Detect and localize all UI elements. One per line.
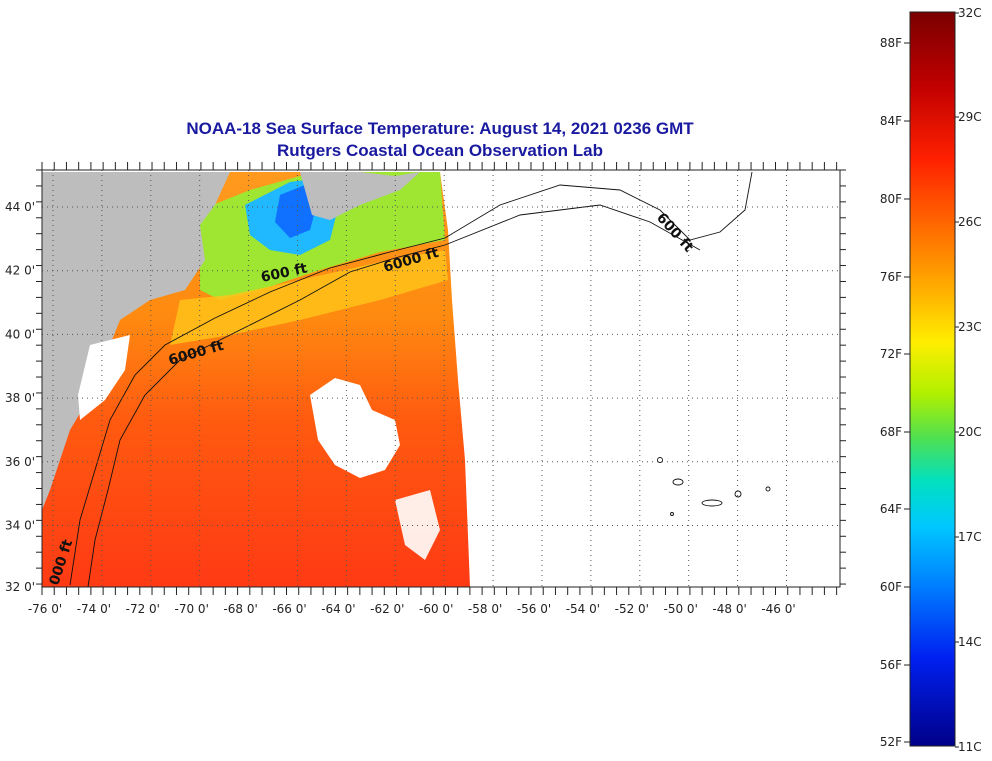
colorbar-label-c: 23C bbox=[958, 320, 982, 334]
colorbar-label-f: 76F bbox=[880, 270, 902, 284]
latitude-tick-labels: 44 0' 42 0' 40 0' 38 0' 36 0' 34 0' 32 0' bbox=[5, 200, 35, 594]
latitude-tick-label: 38 0' bbox=[5, 391, 35, 405]
longitude-tick-label: -68 0' bbox=[223, 602, 257, 616]
map-border bbox=[41, 169, 841, 588]
colorbar-label-c: 26C bbox=[958, 215, 982, 229]
land-north-america bbox=[42, 172, 230, 510]
latitude-tick-label: 44 0' bbox=[5, 200, 35, 214]
title-line-1: NOAA-18 Sea Surface Temperature: August … bbox=[186, 119, 694, 138]
longitude-tick-label: -70 0' bbox=[175, 602, 209, 616]
longitude-tick-label: -58 0' bbox=[468, 602, 502, 616]
map-title: NOAA-18 Sea Surface Temperature: August … bbox=[40, 118, 840, 162]
longitude-tick-label: -52 0' bbox=[615, 602, 649, 616]
colorbar-fahrenheit-labels: 88F 84F 80F 76F 72F 68F 64F 60F 56F 52F bbox=[880, 36, 910, 749]
colorbar-label-c: 14C bbox=[958, 635, 982, 649]
longitude-tick-label: -48 0' bbox=[712, 602, 746, 616]
colorbar-label-f: 68F bbox=[880, 425, 902, 439]
longitude-tick-label: -46 0' bbox=[761, 602, 795, 616]
seamount-contour bbox=[672, 478, 684, 486]
frame-ticks bbox=[36, 162, 846, 595]
longitude-tick-label: -76 0' bbox=[28, 602, 62, 616]
longitude-tick-label: -54 0' bbox=[566, 602, 600, 616]
cloud-region-chesapeake bbox=[78, 335, 130, 420]
latitude-tick-label: 32 0' bbox=[5, 580, 35, 594]
longitude-tick-label: -56 0' bbox=[517, 602, 551, 616]
colorbar-label-c: 20C bbox=[958, 425, 982, 439]
colorbar-label-f: 60F bbox=[880, 580, 902, 594]
longitude-tick-label: -62 0' bbox=[370, 602, 404, 616]
seamount-contour bbox=[701, 499, 723, 507]
seamount-contour bbox=[765, 486, 771, 492]
colorbar-label-f: 56F bbox=[880, 658, 902, 672]
seamount-contour bbox=[657, 457, 663, 463]
land-nova-scotia bbox=[300, 172, 420, 220]
colorbar-label-c: 17C bbox=[958, 530, 982, 544]
colorbar-label-f: 72F bbox=[880, 347, 902, 361]
colorbar-celsius-labels: 32C 29C 26C 23C 20C 17C 14C 11C bbox=[955, 6, 982, 754]
longitude-tick-label: -66 0' bbox=[272, 602, 306, 616]
colorbar-label-f: 64F bbox=[880, 502, 902, 516]
colorbar-label-c: 11C bbox=[958, 740, 982, 754]
longitude-tick-label: -72 0' bbox=[126, 602, 160, 616]
latitude-tick-label: 36 0' bbox=[5, 455, 35, 469]
contour-600ft bbox=[69, 171, 753, 586]
seamount-contour bbox=[670, 512, 674, 516]
warm-yellow-band bbox=[170, 250, 448, 345]
cold-water-core bbox=[275, 185, 318, 238]
contour-6000ft bbox=[87, 204, 701, 587]
latitude-tick-label: 40 0' bbox=[5, 327, 35, 341]
colorbar-label-f: 84F bbox=[880, 114, 902, 128]
colorbar-label-f: 88F bbox=[880, 36, 902, 50]
title-line-2: Rutgers Coastal Ocean Observation Lab bbox=[277, 141, 603, 160]
colorbar bbox=[909, 11, 956, 747]
latitude-tick-label: 42 0' bbox=[5, 264, 35, 278]
longitude-tick-label: -60 0' bbox=[419, 602, 453, 616]
cloud-region-center bbox=[310, 378, 400, 478]
longitude-tick-label: -74 0' bbox=[77, 602, 111, 616]
colorbar-label-c: 29C bbox=[958, 110, 982, 124]
map-layers bbox=[42, 171, 771, 587]
longitude-tick-label: -64 0' bbox=[321, 602, 355, 616]
longitude-tick-label: -50 0' bbox=[664, 602, 698, 616]
latitude-tick-label: 34 0' bbox=[5, 519, 35, 533]
colorbar-label-f: 80F bbox=[880, 192, 902, 206]
longitude-tick-labels: -76 0' -74 0' -72 0' -70 0' -68 0' -66 0' -64 … bbox=[28, 602, 796, 616]
colorbar-label-f: 52F bbox=[880, 735, 902, 749]
colorbar-label-c: 32C bbox=[958, 6, 982, 20]
